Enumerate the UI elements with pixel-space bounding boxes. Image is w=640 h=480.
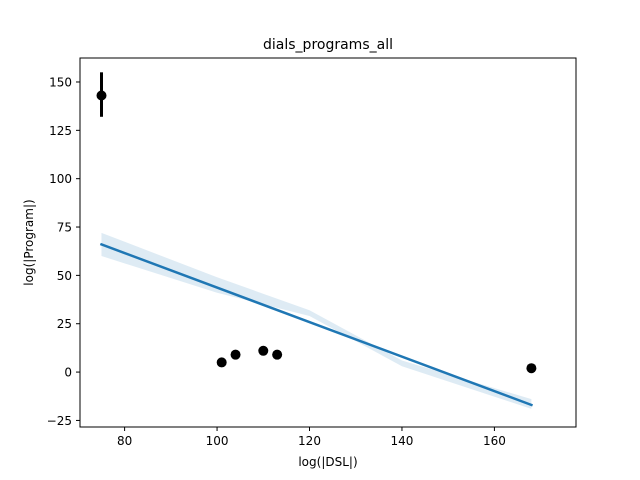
y-tick-label: 100 (49, 172, 72, 186)
y-tick-label: −25 (47, 414, 72, 428)
axes-frame (79, 57, 577, 428)
y-axis-label: log(|Program|) (22, 199, 36, 285)
data-point (258, 345, 269, 356)
axis-ticks: 80 100 120 140 160 −25 0 25 50 75 100 125 150 (47, 75, 506, 448)
regression-line (99, 242, 534, 407)
data-point (272, 349, 283, 360)
y-tick-label: 0 (64, 366, 72, 380)
x-axis-label: log(|DSL|) (298, 455, 357, 469)
data-point (216, 357, 227, 368)
y-tick-label: 125 (49, 124, 72, 138)
y-tick-label: 50 (57, 269, 72, 283)
y-tick-label: 150 (49, 75, 72, 89)
data-point (230, 349, 241, 360)
x-tick-label: 100 (206, 434, 229, 448)
x-tick-label: 120 (298, 434, 321, 448)
data-point (96, 90, 107, 101)
x-tick-label: 160 (483, 434, 506, 448)
y-tick-label: 25 (57, 317, 72, 331)
y-tick-label: 75 (57, 221, 72, 235)
plot-area (96, 72, 537, 409)
data-point (526, 363, 537, 374)
x-tick-label: 80 (117, 434, 132, 448)
x-tick-label: 140 (391, 434, 414, 448)
chart-title: dials_programs_all (263, 37, 393, 53)
confidence-band (101, 232, 532, 409)
